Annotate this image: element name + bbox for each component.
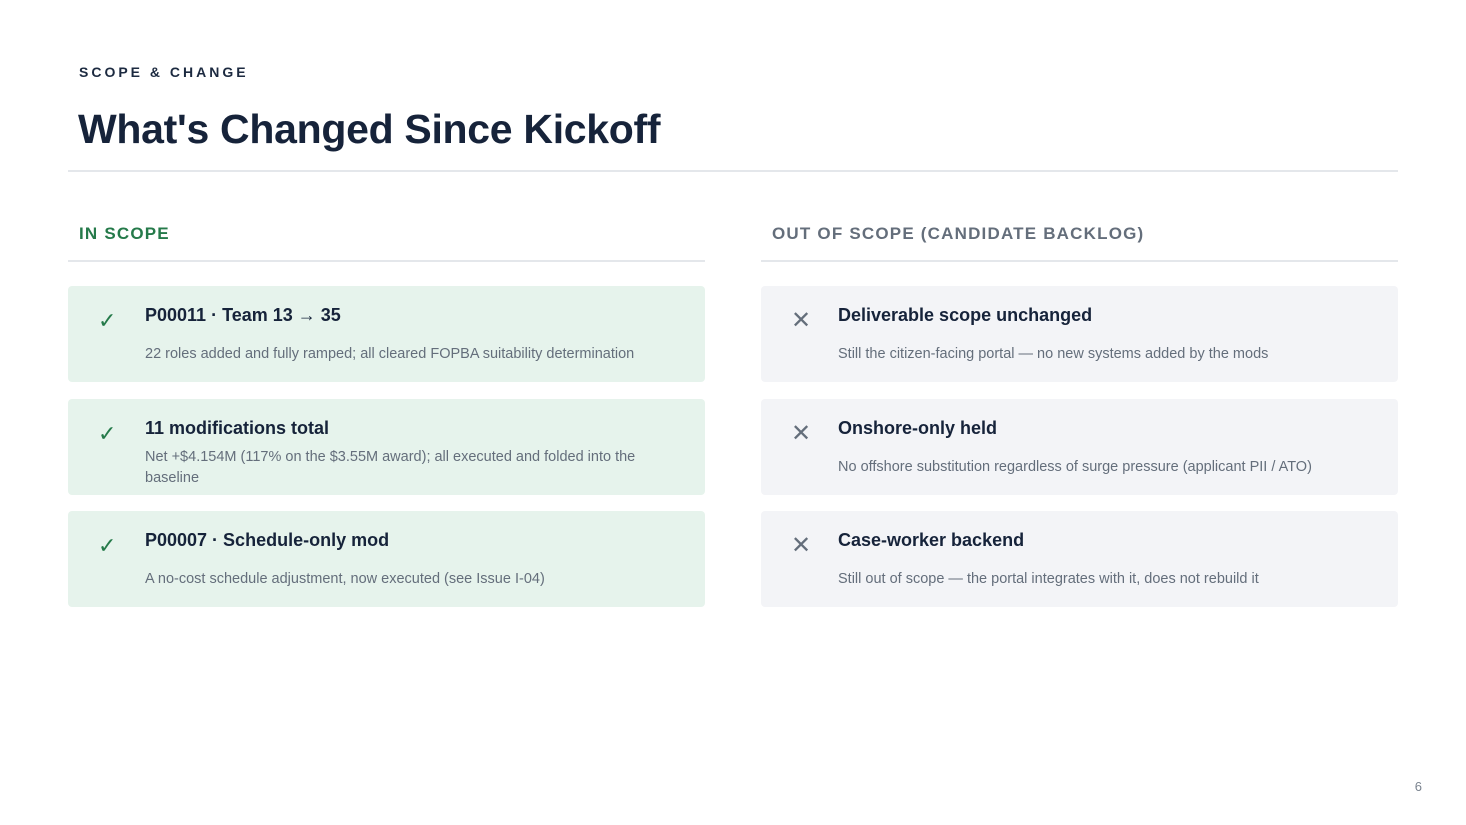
page-number: 6 xyxy=(1414,779,1422,794)
out-of-scope-card: ✕ Deliverable scope unchanged Still the … xyxy=(761,286,1398,382)
in-scope-card: ✓ P00007 · Schedule-only mod A no-cost s… xyxy=(68,511,705,607)
section-eyebrow: SCOPE & CHANGE xyxy=(79,64,249,80)
card-description: Net +$4.154M (117% on the $3.55M award);… xyxy=(145,448,636,486)
page-title: What's Changed Since Kickoff xyxy=(78,106,661,152)
check-icon: ✓ xyxy=(98,308,117,333)
out-of-scope-card: ✕ Onshore-only held No offshore substitu… xyxy=(761,398,1398,495)
check-icon: ✓ xyxy=(98,533,117,558)
title-divider xyxy=(68,170,1398,172)
card-title: P00011 · Team 13 → 35 xyxy=(145,305,341,325)
card-description: 22 roles added and fully ramped; all cle… xyxy=(145,346,635,362)
in-scope-list: ✓ P00011 · Team 13 → 35 22 roles added a… xyxy=(68,286,705,607)
in-scope-card: ✓ 11 modifications total Net +$4.154M (1… xyxy=(68,398,705,495)
out-of-scope-heading: OUT OF SCOPE (CANDIDATE BACKLOG) xyxy=(761,222,1398,262)
card-title: Deliverable scope unchanged xyxy=(838,305,1093,325)
card-description: Still out of scope — the portal integrat… xyxy=(838,571,1259,587)
in-scope-heading: IN SCOPE xyxy=(68,222,705,262)
card-title: 11 modifications total xyxy=(145,417,330,438)
in-scope-card: ✓ P00011 · Team 13 → 35 22 roles added a… xyxy=(68,286,705,382)
check-icon: ✓ xyxy=(98,420,117,446)
out-of-scope-card: ✕ Case-worker backend Still out of scope… xyxy=(761,511,1398,607)
out-of-scope-list: ✕ Deliverable scope unchanged Still the … xyxy=(761,286,1398,607)
card-description: Still the citizen-facing portal — no new… xyxy=(838,346,1269,362)
in-scope-column: IN SCOPE ✓ P00011 · Team 13 → 35 22 role… xyxy=(68,222,705,624)
card-description: No offshore substitution regardless of s… xyxy=(838,458,1312,475)
card-title: P00007 · Schedule-only mod xyxy=(145,530,390,550)
x-icon: ✕ xyxy=(791,307,812,334)
out-of-scope-column: OUT OF SCOPE (CANDIDATE BACKLOG) ✕ Deliv… xyxy=(761,222,1398,624)
x-icon: ✕ xyxy=(791,419,812,447)
card-title: Onshore-only held xyxy=(838,417,998,438)
card-description: A no-cost schedule adjustment, now execu… xyxy=(145,571,545,587)
card-title: Case-worker backend xyxy=(838,530,1025,550)
x-icon: ✕ xyxy=(791,532,812,559)
